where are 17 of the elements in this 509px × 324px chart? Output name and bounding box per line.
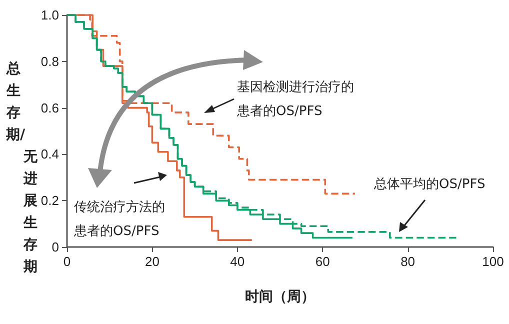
x-tick-label: 100 (482, 254, 504, 269)
annotation: 基因检测进行治疗的患者的OS/PFS (237, 79, 355, 121)
y-tick-label: 0.6 (40, 100, 59, 116)
y-tick-label: 1.0 (40, 8, 59, 22)
x-tick-label: 40 (230, 254, 245, 269)
x-tick-label: 60 (315, 254, 330, 269)
y-tick-label: 0.4 (40, 146, 59, 162)
text: 总生存期/无进展生存期 (6, 61, 38, 275)
y-tick-label: 0.2 (40, 193, 59, 208)
x-tick-label: 80 (400, 254, 416, 269)
annotation: 传统治疗方法的患者的OS/PFS (74, 199, 166, 241)
x-tick-label: 0 (63, 254, 71, 269)
y-tick-label: 0 (52, 240, 59, 254)
x-tick-label: 20 (144, 254, 160, 269)
y-tick-label: 0.8 (40, 54, 59, 69)
annotation: 总体平均的OS/PFS (374, 176, 486, 194)
x-axis-title: 时间（周） (245, 288, 315, 304)
